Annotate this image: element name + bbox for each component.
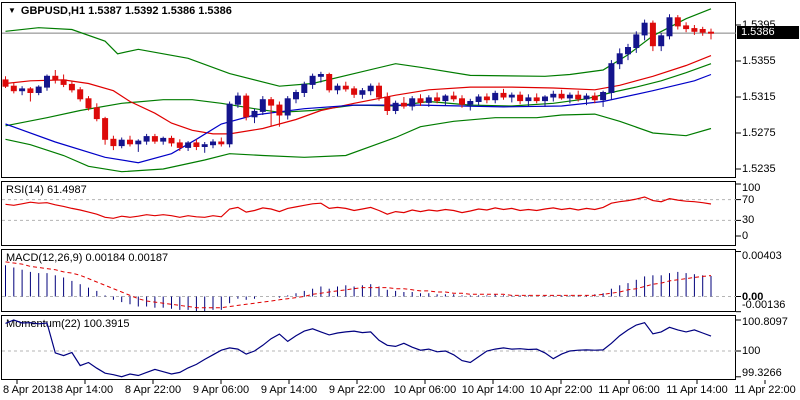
price-axis[interactable] [737, 0, 800, 380]
rsi-label: RSI(14) [6, 184, 44, 196]
momentum-label: Momentum(22) [6, 318, 81, 330]
main-chart-panel[interactable]: ▼ GBPUSD,H1 1.5387 1.5392 1.5386 1.5386 [1, 2, 736, 178]
symbol-dropdown-icon[interactable]: ▼ [8, 6, 16, 15]
rsi-value: 61.4987 [46, 184, 87, 196]
macd-label: MACD(12,26,9) [6, 252, 83, 264]
time-axis[interactable] [0, 380, 800, 400]
macd-value-main: 0.00184 [85, 252, 126, 264]
rsi-panel[interactable]: RSI(14) 61.4987 [1, 181, 736, 246]
momentum-value: 100.3915 [83, 318, 130, 330]
macd-panel[interactable]: MACD(12,26,9) 0.00184 0.00187 [1, 249, 736, 312]
momentum-panel[interactable]: Momentum(22) 100.3915 [1, 315, 736, 380]
macd-label-row: MACD(12,26,9) 0.00184 0.00187 [6, 252, 168, 264]
chart-title-row: ▼ GBPUSD,H1 1.5387 1.5392 1.5386 1.5386 [6, 5, 232, 17]
rsi-label-row: RSI(14) 61.4987 [6, 184, 87, 196]
momentum-label-row: Momentum(22) 100.3915 [6, 318, 130, 330]
macd-value-signal: 0.00187 [128, 252, 169, 264]
chart-title: GBPUSD,H1 1.5387 1.5392 1.5386 1.5386 [20, 5, 232, 17]
